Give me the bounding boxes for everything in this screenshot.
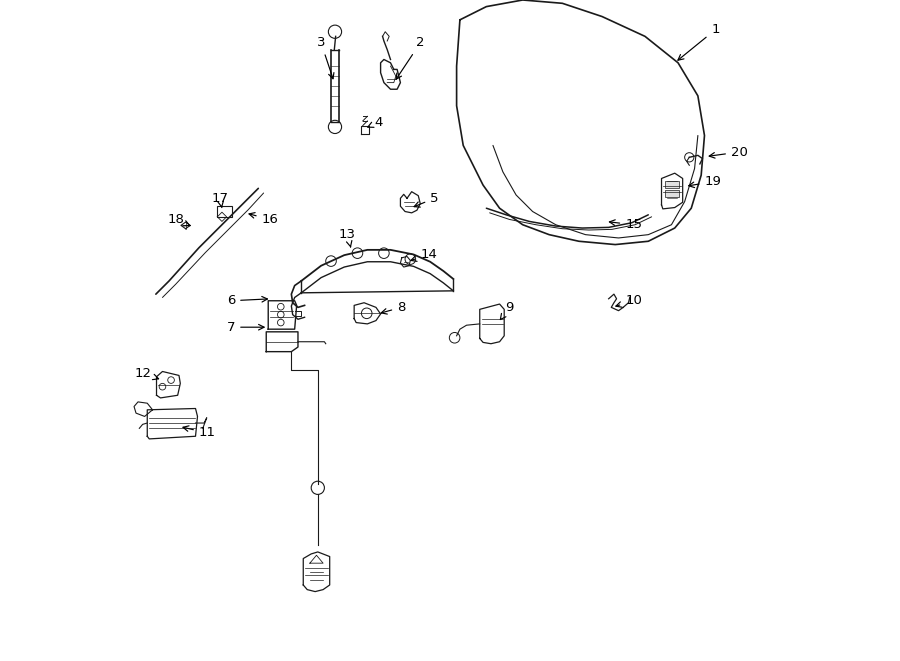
Circle shape — [311, 481, 324, 494]
Text: 10: 10 — [616, 294, 642, 307]
Text: 17: 17 — [212, 192, 229, 208]
Text: 4: 4 — [368, 116, 382, 129]
Circle shape — [685, 153, 694, 162]
Bar — [217, 206, 232, 217]
Circle shape — [362, 308, 372, 319]
Text: 5: 5 — [414, 192, 438, 207]
Text: 18: 18 — [167, 213, 190, 226]
Circle shape — [379, 248, 389, 258]
Text: 2: 2 — [396, 36, 425, 79]
Circle shape — [277, 319, 284, 326]
Text: 13: 13 — [339, 228, 356, 247]
Circle shape — [328, 120, 342, 134]
Text: 20: 20 — [709, 145, 748, 159]
Circle shape — [167, 377, 175, 383]
Text: 19: 19 — [688, 175, 722, 188]
Bar — [665, 181, 680, 188]
Text: 8: 8 — [382, 301, 406, 314]
Text: 3: 3 — [317, 36, 334, 79]
Circle shape — [159, 383, 166, 390]
Circle shape — [326, 256, 337, 266]
Text: 9: 9 — [500, 301, 514, 319]
Circle shape — [277, 303, 284, 310]
Text: 15: 15 — [609, 218, 643, 231]
Text: 1: 1 — [678, 23, 720, 60]
Text: 11: 11 — [183, 426, 216, 440]
Text: 14: 14 — [411, 248, 437, 261]
Bar — [665, 190, 680, 197]
Text: 12: 12 — [134, 367, 158, 380]
Text: 7: 7 — [227, 321, 264, 334]
Circle shape — [405, 254, 416, 264]
Circle shape — [449, 332, 460, 343]
Circle shape — [352, 248, 363, 258]
Circle shape — [328, 25, 342, 38]
Text: 16: 16 — [249, 213, 278, 226]
Text: 6: 6 — [227, 294, 267, 307]
Circle shape — [277, 311, 284, 318]
